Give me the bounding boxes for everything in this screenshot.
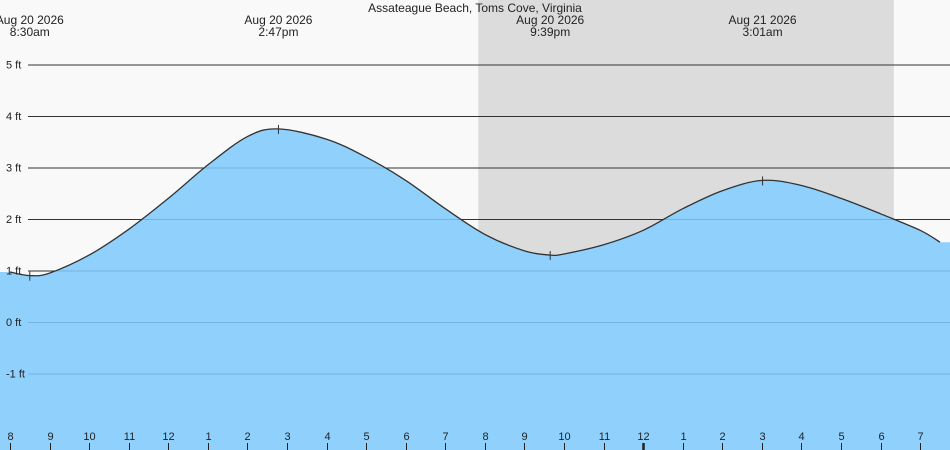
- x-tick-label: 6: [403, 431, 409, 443]
- extreme-time: 8:30am: [10, 25, 50, 39]
- x-axis: 8 9 10 11 12 1 2 3 4 5 6 7 8 9 10 11 12 1 2 3 4 5 6 7: [7, 431, 924, 450]
- extreme-date: Aug 20 2026: [244, 13, 312, 27]
- x-tick-label: 2: [244, 431, 250, 443]
- x-tick-label: 4: [798, 431, 804, 443]
- y-axis-labels: 5 ft 4 ft 3 ft 2 ft 1 ft 0 ft -1 ft: [6, 60, 25, 381]
- tide-curve-line: [9, 128, 941, 277]
- x-tick-label: 5: [838, 431, 844, 443]
- x-tick-label: 7: [442, 431, 448, 443]
- y-tick-label: 5 ft: [6, 60, 21, 72]
- extreme-time: 9:39pm: [530, 25, 570, 39]
- x-tick-label: 1: [205, 431, 211, 443]
- x-tick-label: 10: [558, 431, 570, 443]
- y-tick-label: 4 ft: [6, 111, 21, 123]
- x-tick-label: 3: [759, 431, 765, 443]
- x-tick-label: 8: [7, 431, 13, 443]
- chart-title: Assateague Beach, Toms Cove, Virginia: [368, 1, 582, 15]
- y-tick-label: 2 ft: [6, 214, 21, 226]
- x-tick-label: 5: [363, 431, 369, 443]
- x-tick-label: 1: [680, 431, 686, 443]
- x-tick-label: 9: [47, 431, 53, 443]
- x-tick-label: 6: [878, 431, 884, 443]
- x-tick-label: 9: [521, 431, 527, 443]
- x-tick-label: 11: [599, 431, 610, 443]
- x-tick-label: 2: [719, 431, 725, 443]
- extreme-date: Aug 20 2026: [0, 13, 64, 27]
- x-tick-label: 12: [162, 431, 174, 443]
- tide-area: [0, 128, 950, 450]
- x-tick-label: 7: [917, 431, 923, 443]
- x-tick-label: 11: [124, 431, 135, 443]
- x-tick-label: 8: [482, 431, 488, 443]
- x-tick-label: 4: [324, 431, 330, 443]
- extreme-date: Aug 21 2026: [729, 13, 797, 27]
- extreme-date: Aug 20 2026: [516, 13, 584, 27]
- extreme-time: 3:01am: [743, 25, 783, 39]
- x-tick-label: 3: [284, 431, 290, 443]
- y-tick-label: 1 ft: [6, 266, 21, 278]
- x-tick-label: 12: [637, 431, 649, 443]
- extreme-time: 2:47pm: [258, 25, 298, 39]
- y-tick-label: -1 ft: [6, 369, 25, 381]
- y-tick-label: 0 ft: [6, 317, 21, 329]
- y-tick-label: 3 ft: [6, 163, 21, 175]
- x-tick-label: 10: [83, 431, 95, 443]
